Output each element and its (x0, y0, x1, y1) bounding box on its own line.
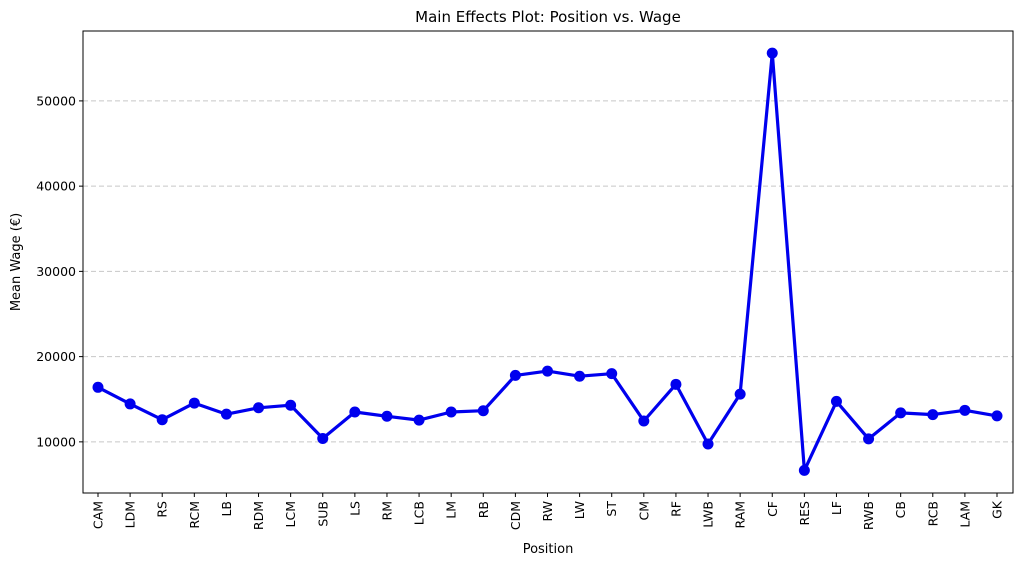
data-point (670, 378, 682, 390)
x-tick-label: LS (347, 501, 362, 516)
data-point (991, 410, 1003, 422)
x-tick-label: RW (540, 501, 555, 522)
y-tick-label: 30000 (36, 264, 76, 279)
x-tick-label: RES (797, 501, 812, 526)
x-tick-label: CF (765, 501, 780, 517)
data-point (574, 370, 586, 382)
x-tick-label: LW (572, 501, 587, 519)
data-point (895, 407, 907, 419)
y-tick-label: 20000 (36, 349, 76, 364)
data-point (253, 402, 265, 414)
y-ticks: 10000 20000 30000 40000 50000 (36, 93, 83, 449)
data-point (702, 438, 714, 450)
x-axis-label: Position (523, 542, 574, 557)
x-tick-label: RCM (187, 501, 202, 529)
chart-title: Main Effects Plot: Position vs. Wage (415, 8, 681, 26)
x-tick-label: RAM (733, 501, 748, 529)
x-tick-label: LB (219, 501, 234, 517)
x-tick-label: CM (636, 501, 651, 521)
data-point (413, 414, 425, 426)
x-tick-label: LCM (283, 501, 298, 527)
x-tick-label: SUB (315, 501, 330, 527)
series-layer (92, 47, 1003, 476)
data-point (798, 464, 810, 476)
x-tick-label: GK (990, 500, 1005, 519)
data-point (863, 433, 875, 445)
data-point (509, 369, 521, 381)
data-point (124, 398, 136, 410)
x-ticks: CAM LDM RS RCM LB RDM LCM SUB LS RM LCB LM RB CDM RW LW… (91, 493, 1005, 530)
x-tick-label: RB (476, 501, 491, 518)
data-point (638, 415, 650, 427)
x-tick-label: CDM (508, 501, 523, 530)
data-point (959, 404, 971, 416)
x-tick-label: LDM (123, 501, 138, 528)
x-tick-label: LF (829, 501, 844, 515)
x-tick-label: LM (444, 501, 459, 519)
data-point (830, 395, 842, 407)
x-tick-label: RDM (251, 501, 266, 530)
data-point (927, 409, 939, 421)
data-point (477, 405, 489, 417)
x-tick-label: LAM (957, 501, 972, 528)
data-point (349, 406, 361, 418)
data-point (220, 408, 232, 420)
x-tick-label: RM (379, 501, 394, 520)
y-tick-label: 40000 (36, 179, 76, 194)
data-point (766, 47, 778, 59)
x-tick-label: LWB (701, 501, 716, 528)
gridlines (83, 100, 1013, 443)
y-axis-label: Mean Wage (€) (9, 213, 24, 311)
data-point (606, 368, 618, 380)
x-tick-label: CB (893, 501, 908, 518)
data-point (285, 399, 297, 411)
data-point (317, 432, 329, 444)
x-tick-label: LCB (412, 501, 427, 525)
x-tick-label: RF (668, 501, 683, 517)
x-tick-label: CAM (91, 501, 106, 529)
x-tick-label: RS (155, 501, 170, 518)
data-point (188, 397, 200, 409)
data-point (734, 388, 746, 400)
data-point (92, 381, 104, 393)
data-point (381, 410, 393, 422)
data-point (542, 365, 553, 377)
x-tick-label: RWB (861, 501, 876, 530)
data-point (156, 414, 168, 426)
x-tick-label: ST (604, 501, 619, 517)
x-tick-label: RCB (925, 501, 940, 526)
data-point (445, 406, 457, 418)
y-tick-label: 10000 (36, 434, 76, 449)
y-tick-label: 50000 (36, 93, 76, 108)
